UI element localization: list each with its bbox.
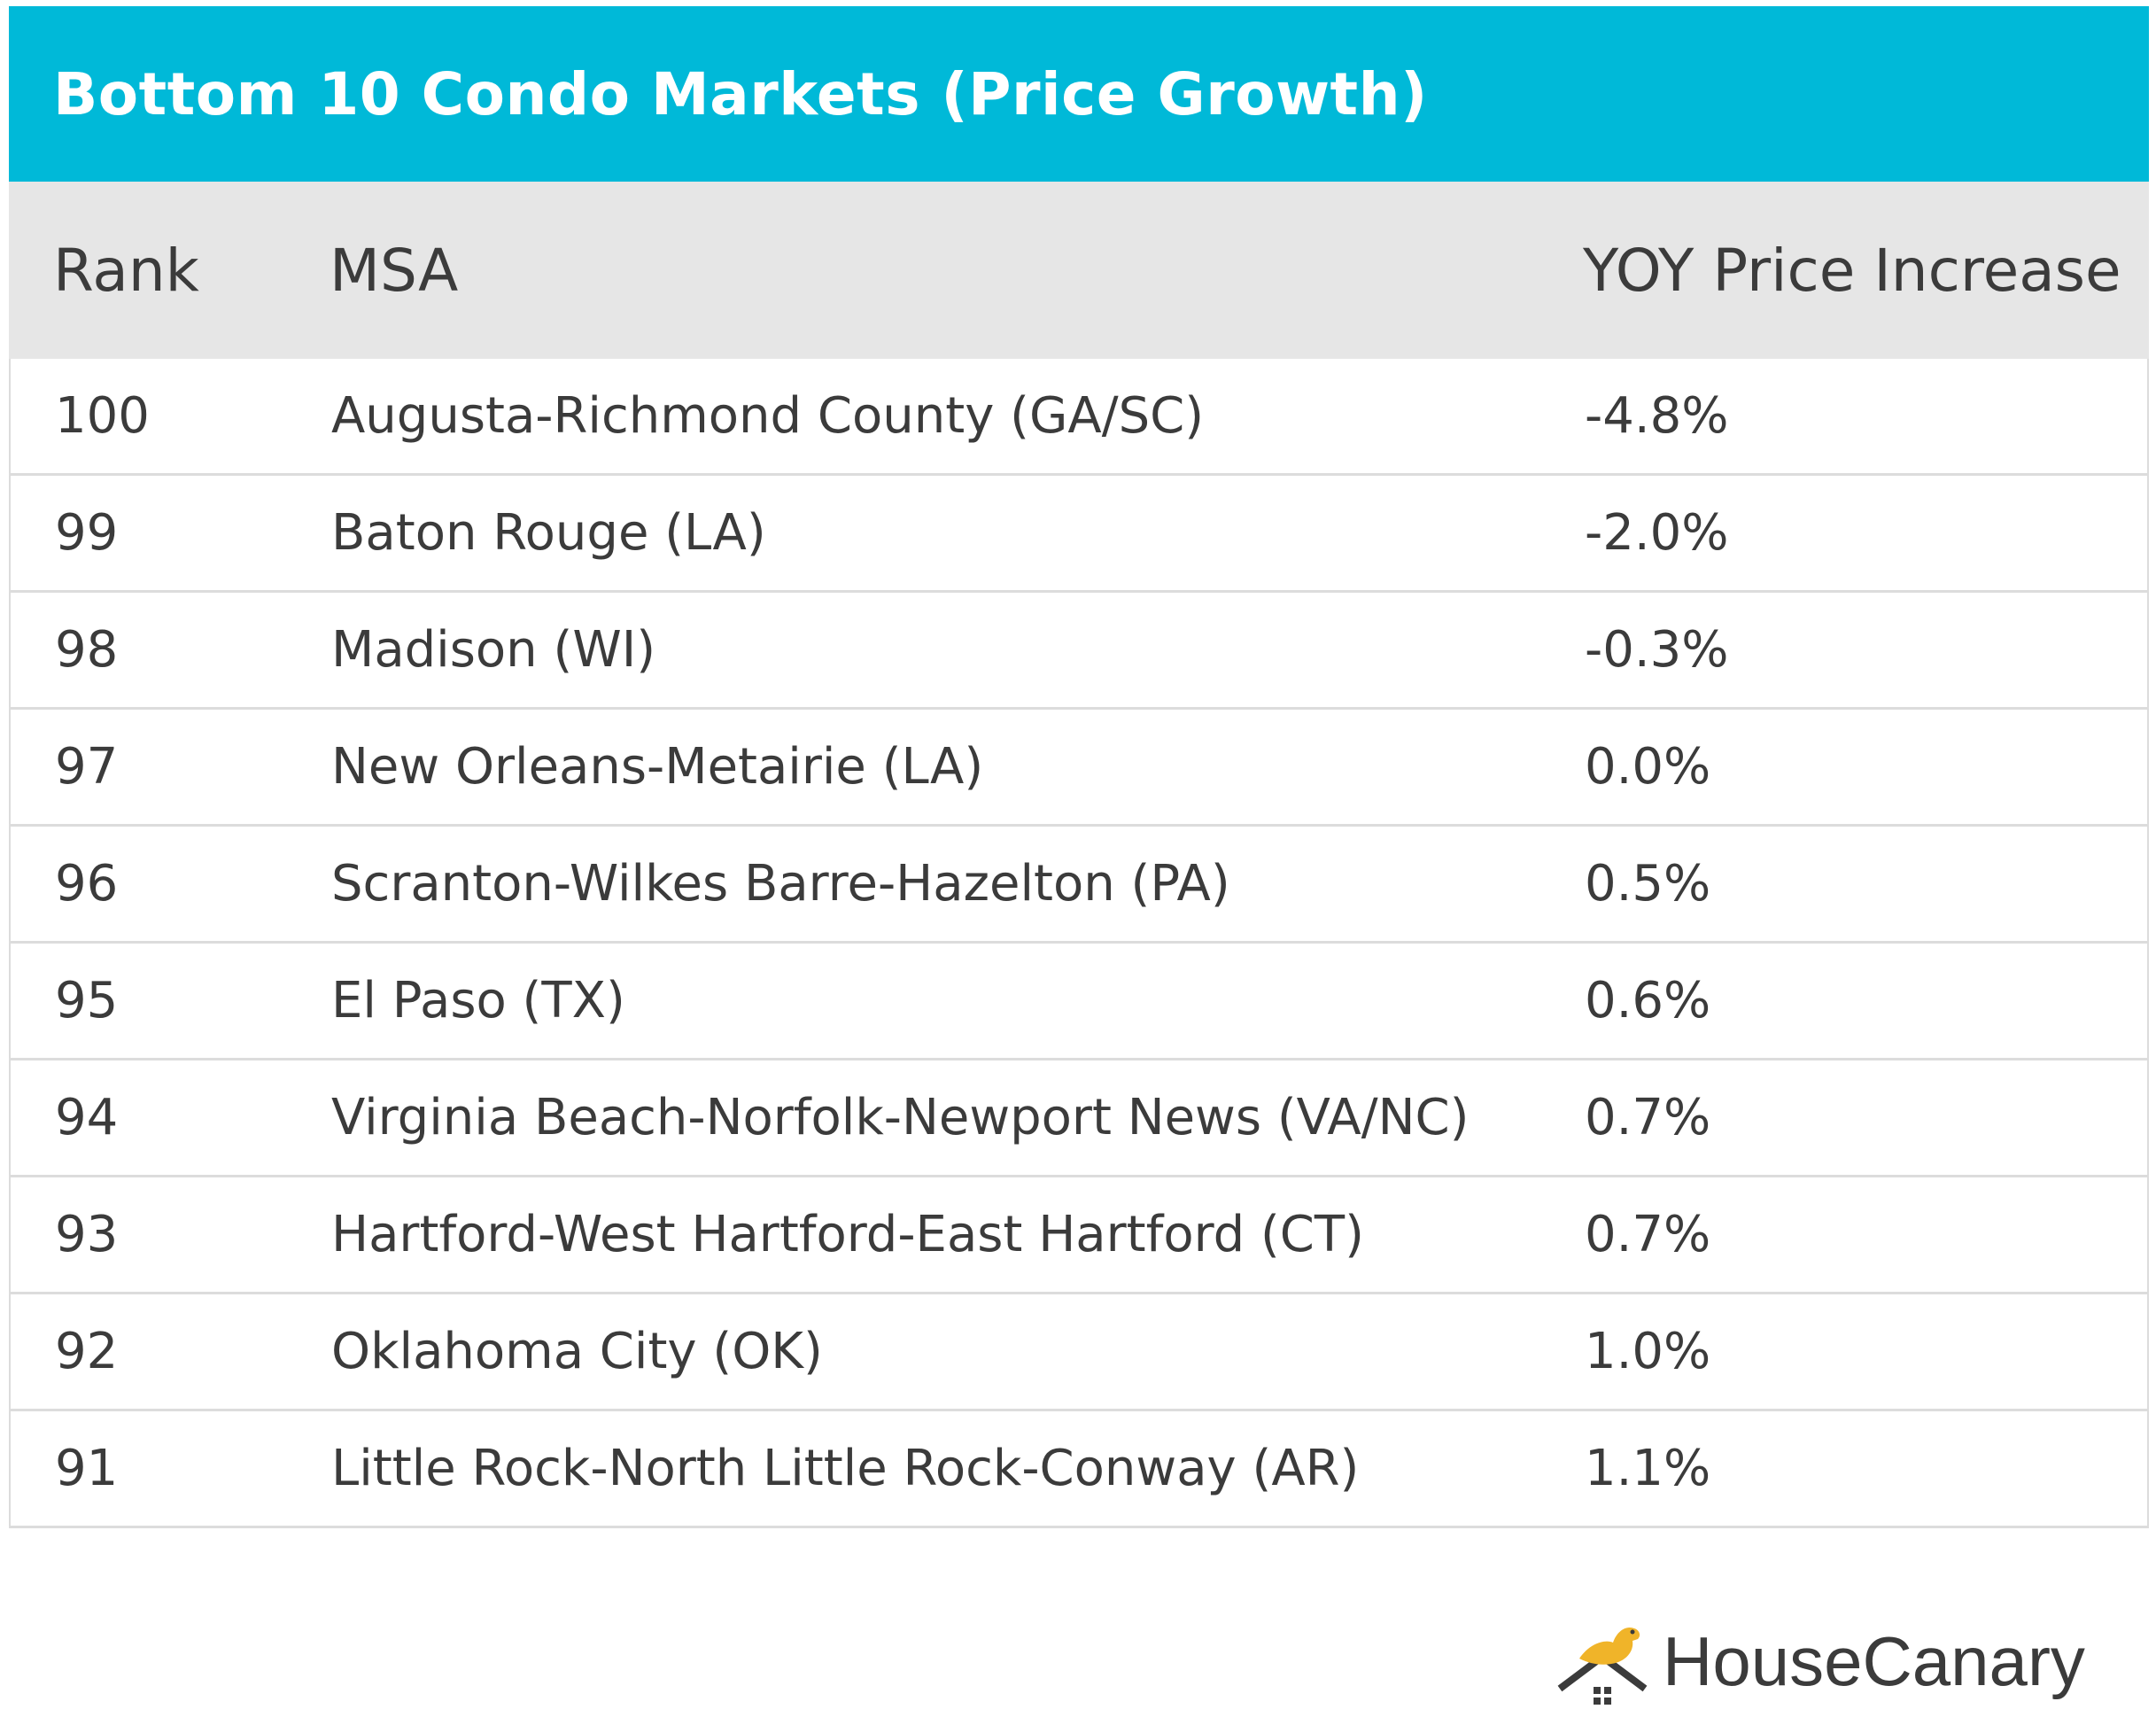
cell-msa: El Paso (TX): [331, 972, 625, 1029]
cell-msa: Virginia Beach-Norfolk-Newport News (VA/…: [331, 1089, 1470, 1146]
cell-yoy: -0.3%: [1585, 621, 1729, 679]
cell-yoy: 0.0%: [1585, 738, 1711, 796]
cell-rank: 100: [55, 387, 150, 445]
table-row: 96 Scranton-Wilkes Barre-Hazelton (PA) 0.5…: [9, 827, 2149, 944]
cell-rank: 93: [55, 1206, 119, 1263]
cell-rank: 99: [55, 504, 119, 562]
header-msa: MSA: [330, 236, 459, 305]
cell-msa: Baton Rouge (LA): [331, 504, 766, 562]
cell-msa: Augusta-Richmond County (GA/SC): [331, 387, 1205, 445]
header-yoy: YOY Price Increase: [1583, 236, 2121, 305]
title-bar: Bottom 10 Condo Markets (Price Growth): [9, 6, 2149, 182]
cell-rank: 91: [55, 1440, 119, 1497]
table-row: 91 Little Rock-North Little Rock-Conway (…: [9, 1411, 2149, 1528]
cell-yoy: 0.5%: [1585, 855, 1711, 913]
cell-msa: Oklahoma City (OK): [331, 1323, 823, 1380]
table-title: Bottom 10 Condo Markets (Price Growth): [53, 59, 1428, 128]
cell-msa: Hartford-West Hartford-East Hartford (CT…: [331, 1206, 1364, 1263]
table-row: 93 Hartford-West Hartford-East Hartford (…: [9, 1177, 2149, 1294]
cell-yoy: 1.1%: [1585, 1440, 1711, 1497]
table-row: 97 New Orleans-Metairie (LA) 0.0%: [9, 710, 2149, 827]
logo-text: HouseCanary: [1663, 1621, 2085, 1700]
cell-msa: Madison (WI): [331, 621, 656, 679]
cell-msa: Scranton-Wilkes Barre-Hazelton (PA): [331, 855, 1230, 913]
cell-rank: 94: [55, 1089, 119, 1146]
table-card: Bottom 10 Condo Markets (Price Growth) R…: [9, 6, 2149, 1528]
cell-yoy: 0.7%: [1585, 1089, 1711, 1146]
cell-rank: 97: [55, 738, 119, 796]
table-row: 94 Virginia Beach-Norfolk-Newport News (V…: [9, 1060, 2149, 1177]
table-row: 98 Madison (WI) -0.3%: [9, 593, 2149, 710]
cell-yoy: 0.7%: [1585, 1206, 1711, 1263]
cell-rank: 98: [55, 621, 119, 679]
cell-yoy: -2.0%: [1585, 504, 1729, 562]
cell-rank: 92: [55, 1323, 119, 1380]
cell-yoy: -4.8%: [1585, 387, 1729, 445]
cell-msa: New Orleans-Metairie (LA): [331, 738, 984, 796]
cell-rank: 96: [55, 855, 119, 913]
housecanary-logo: HouseCanary: [1555, 1612, 2085, 1710]
table-body: 100 Augusta-Richmond County (GA/SC) -4.8% 9…: [9, 359, 2149, 1528]
table-header-row: Rank MSA YOY Price Increase: [9, 182, 2149, 359]
canary-house-icon: [1557, 1627, 1648, 1705]
cell-msa: Little Rock-North Little Rock-Conway (AR…: [331, 1440, 1360, 1497]
cell-rank: 95: [55, 972, 119, 1029]
cell-yoy: 0.6%: [1585, 972, 1711, 1029]
table-row: 100 Augusta-Richmond County (GA/SC) -4.8%: [9, 359, 2149, 476]
table-row: 95 El Paso (TX) 0.6%: [9, 944, 2149, 1060]
header-rank: Rank: [53, 236, 199, 305]
cell-yoy: 1.0%: [1585, 1323, 1711, 1380]
table-row: 99 Baton Rouge (LA) -2.0%: [9, 476, 2149, 593]
table-row: 92 Oklahoma City (OK) 1.0%: [9, 1294, 2149, 1411]
